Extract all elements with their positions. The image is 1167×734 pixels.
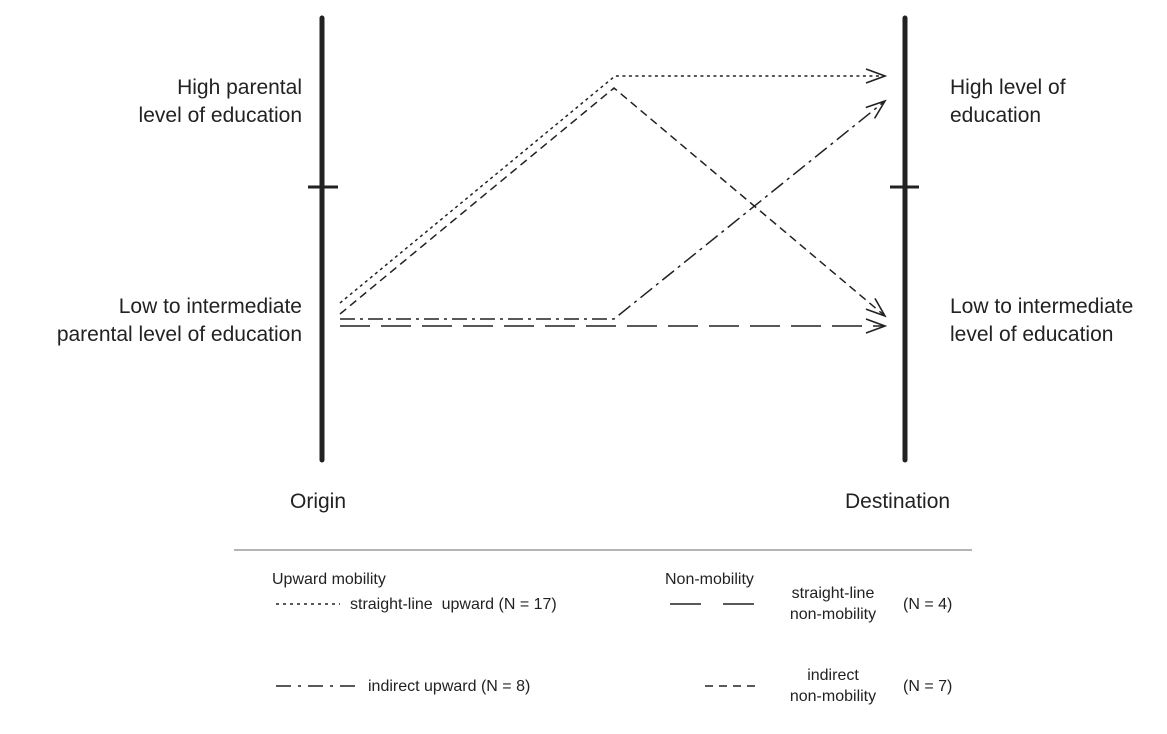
- origin-low-label: Low to intermediate parental level of ed…: [57, 293, 302, 349]
- legend-upward-title: Upward mobility: [272, 571, 386, 588]
- destination-high-line-2: education: [950, 104, 1042, 127]
- destination-axis-label: Destination: [845, 490, 951, 513]
- legend-indirect-non-line-2: non-mobility: [789, 688, 877, 705]
- origin-axis-label: Origin: [290, 490, 347, 513]
- legend-straight-upward-label: straight-line upward (N = 17): [350, 596, 557, 613]
- legend-straight-non-count: (N = 4): [903, 596, 953, 613]
- legend-indirect-upward-label: indirect upward (N = 8): [368, 678, 531, 695]
- legend-straight-non-label: straight-line non-mobility: [766, 583, 900, 625]
- path-indirect-upward: [340, 101, 885, 320]
- legend-indirect-non-label: indirect non-mobility: [766, 665, 900, 707]
- origin-high-label: High parental level of education: [139, 74, 302, 130]
- legend-indirect-non-count: (N = 7): [903, 678, 953, 695]
- destination-low-line-1: Low to intermediate: [950, 295, 1134, 318]
- path-straight-line-upward: [339, 76, 885, 304]
- destination-low-label: Low to intermediate level of education: [950, 293, 1133, 349]
- origin-high-line-2: level of education: [138, 104, 302, 127]
- legend-non-title: Non-mobility: [665, 571, 754, 588]
- path-indirect-non-mobility: [339, 87, 885, 316]
- destination-low-line-2: level of education: [950, 323, 1114, 346]
- destination-high-line-1: High level of: [950, 76, 1066, 99]
- legend-straight-non-line-2: non-mobility: [789, 606, 877, 623]
- origin-high-line-1: High parental: [177, 76, 302, 99]
- legend-indirect-non-line-1: indirect: [807, 667, 859, 684]
- legend-straight-non-line-1: straight-line: [791, 585, 875, 602]
- destination-high-label: High level of education: [950, 74, 1066, 130]
- origin-low-line-1: Low to intermediate: [118, 295, 302, 318]
- origin-low-line-2: parental level of education: [56, 323, 302, 346]
